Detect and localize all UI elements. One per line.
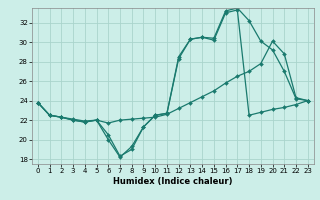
X-axis label: Humidex (Indice chaleur): Humidex (Indice chaleur) [113,177,233,186]
